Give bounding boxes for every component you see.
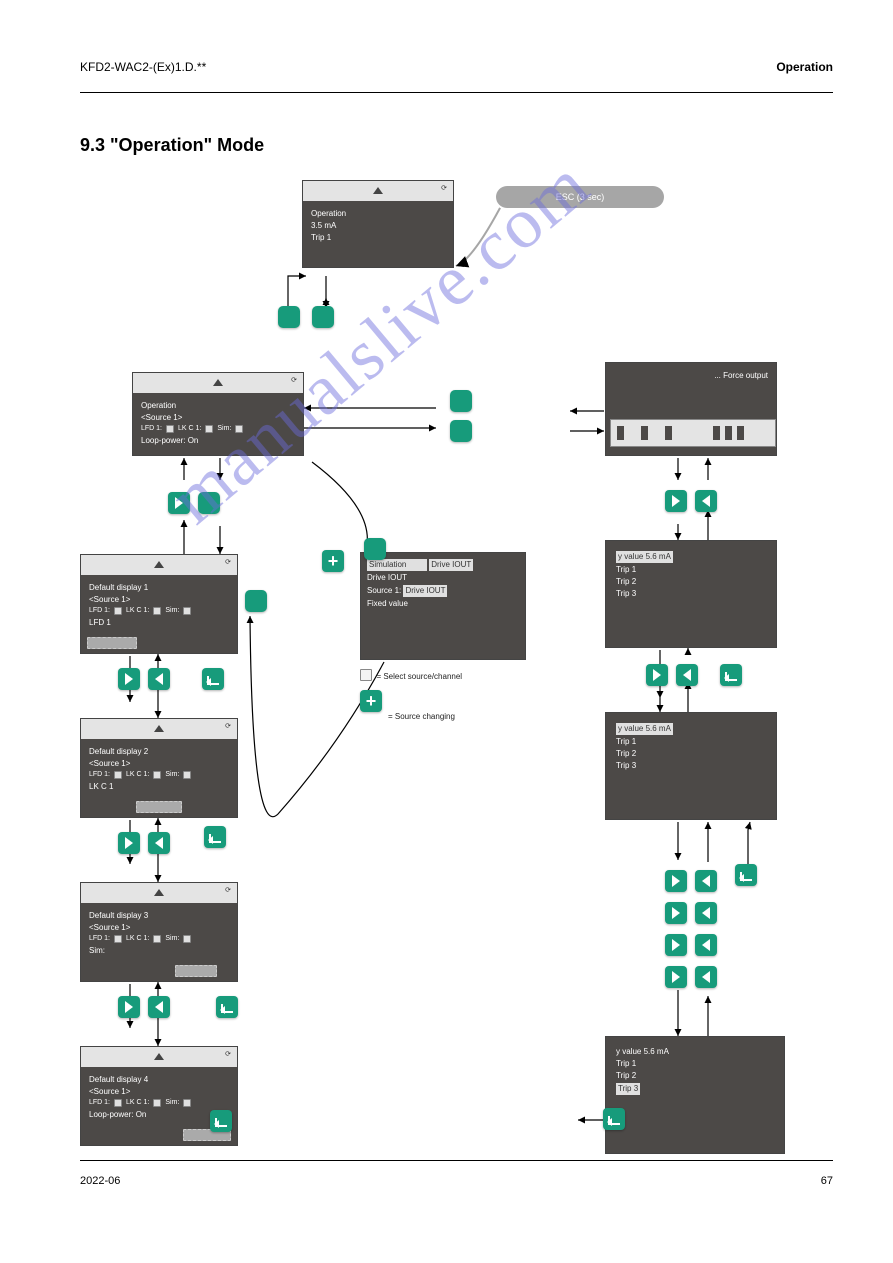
arr-r-icon xyxy=(118,668,140,690)
arr-l-icon xyxy=(695,902,717,924)
section-title: 9.3 "Operation" Mode xyxy=(80,135,264,156)
ret-icon xyxy=(202,668,224,690)
blank-icon xyxy=(450,390,472,412)
screen-s8: ... Force output xyxy=(605,362,777,456)
screen-s4: ⟳Default display 2<Source 1>LFD 1: LK C … xyxy=(80,718,238,818)
bot-rule xyxy=(80,1160,833,1161)
arr-r-icon xyxy=(118,996,140,1018)
arr-r-icon xyxy=(665,902,687,924)
ret-icon xyxy=(204,826,226,848)
arr-l-icon xyxy=(148,668,170,690)
arr-l-icon xyxy=(676,664,698,686)
header-model: KFD2-WAC2-(Ex)1.D.** xyxy=(80,60,206,74)
blank-icon xyxy=(245,590,267,612)
esc-pill: ESC (3 sec) xyxy=(496,186,664,208)
blank-icon xyxy=(198,492,220,514)
top-rule xyxy=(80,92,833,93)
blank-icon xyxy=(450,420,472,442)
arr-l-icon xyxy=(695,870,717,892)
screen-s2: ⟳Operation<Source 1>LFD 1: LK C 1: Sim: … xyxy=(132,372,304,456)
arr-r-icon xyxy=(118,832,140,854)
blank-icon xyxy=(312,306,334,328)
screen-s10: y value 5.6 mATrip 1Trip 2Trip 3 xyxy=(605,712,777,820)
arr-l-icon xyxy=(148,996,170,1018)
arrows-layer xyxy=(80,170,830,1150)
arr-r-icon xyxy=(646,664,668,686)
page: KFD2-WAC2-(Ex)1.D.** Operation 9.3 "Oper… xyxy=(0,0,893,1263)
screen-s7: Simulation Drive IOUTDrive IOUT Source 1… xyxy=(360,552,526,660)
screen-s3: ⟳Default display 1<Source 1>LFD 1: LK C … xyxy=(80,554,238,654)
plus-icon xyxy=(360,690,382,712)
ret-icon xyxy=(720,664,742,686)
screen-s5: ⟳Default display 3<Source 1>LFD 1: LK C … xyxy=(80,882,238,982)
arr-r-icon xyxy=(665,870,687,892)
arr-l-icon xyxy=(695,966,717,988)
screen-s11: y value 5.6 mATrip 1Trip 2Trip 3 xyxy=(605,1036,785,1154)
arr-r-icon xyxy=(168,492,190,514)
arr-l-icon xyxy=(695,490,717,512)
blank-icon xyxy=(278,306,300,328)
arr-l-icon xyxy=(695,934,717,956)
arr-r-icon xyxy=(665,966,687,988)
footer-page: 67 xyxy=(821,1175,833,1187)
ret-icon xyxy=(216,996,238,1018)
plus-icon xyxy=(322,550,344,572)
screen-s1: ⟳Operation3.5 mATrip 1 xyxy=(302,180,454,268)
header-section: Operation xyxy=(776,60,833,74)
ret-icon xyxy=(735,864,757,886)
diagram-canvas: ESC (3 sec) ⟳Operation3.5 mATrip 1 ⟳Operat… xyxy=(80,170,830,1150)
arr-l-icon xyxy=(148,832,170,854)
arr-r-icon xyxy=(665,934,687,956)
ret-icon xyxy=(210,1110,232,1132)
screen-s9: y value 5.6 mATrip 1Trip 2Trip 3 xyxy=(605,540,777,648)
footer-date: 2022-06 xyxy=(80,1175,120,1187)
arr-r-icon xyxy=(665,490,687,512)
blank-icon xyxy=(364,538,386,560)
ret-icon xyxy=(603,1108,625,1130)
